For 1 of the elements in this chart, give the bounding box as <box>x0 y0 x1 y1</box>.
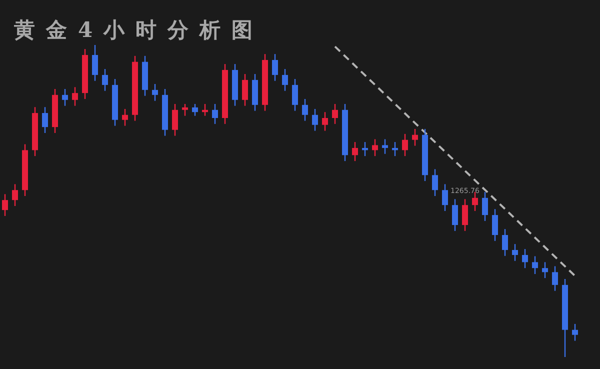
chart-title: 黄金4小时分析图 <box>13 17 264 42</box>
